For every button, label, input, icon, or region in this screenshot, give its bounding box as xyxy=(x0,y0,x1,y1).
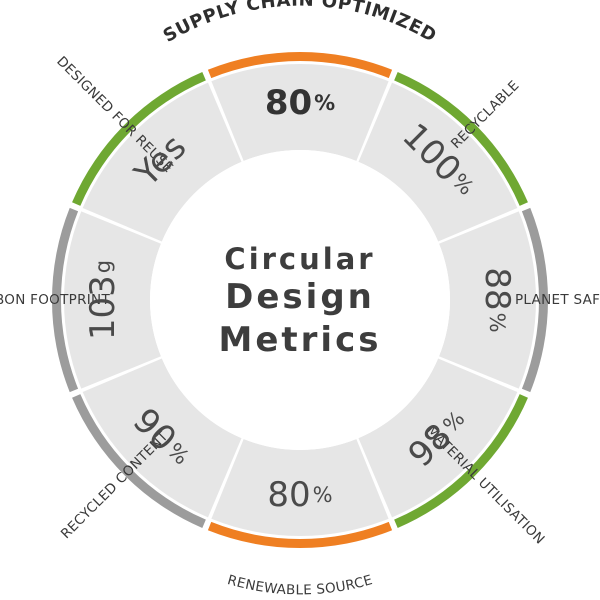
value-number: 103 xyxy=(83,275,123,340)
label-carbon-footprint: CARBON FOOTPRINT xyxy=(0,292,110,308)
segment-renewable-source xyxy=(211,439,389,537)
value-planet-safe: 88% xyxy=(478,267,518,332)
segment-recyclable xyxy=(358,82,518,242)
segment-layer xyxy=(63,63,537,537)
center-disc xyxy=(150,150,450,450)
title-line-circular: Circular xyxy=(224,242,375,276)
value-renewable-source: 80% xyxy=(267,475,332,515)
value-number: 80 xyxy=(267,475,310,515)
band-recyclable xyxy=(394,72,528,206)
value-unit: g xyxy=(91,260,115,273)
value-unit: % xyxy=(313,483,333,507)
band-supply-chain-optimized xyxy=(207,52,393,79)
title-line-metrics: Metrics xyxy=(219,320,382,360)
segment-supply-chain-optimized xyxy=(211,63,389,161)
value-number: 88 xyxy=(478,267,518,310)
segment-material-utilisation xyxy=(358,358,518,518)
label-planet-safe: PLANET SAFE xyxy=(515,292,600,308)
value-number: 80 xyxy=(265,83,312,123)
value-unit: % xyxy=(485,313,509,333)
segment-designed-for-reuse xyxy=(82,82,242,242)
band-designed-for-reuse xyxy=(72,72,206,206)
band-layer xyxy=(51,52,548,548)
band-material-utilisation xyxy=(394,394,528,528)
center-title: Circular Design Metrics xyxy=(219,242,382,360)
label-renewable-source: RENEWABLE SOURCE xyxy=(226,572,375,598)
band-recycled-content xyxy=(72,394,206,528)
band-carbon-footprint xyxy=(51,207,79,393)
band-renewable-source xyxy=(207,521,393,548)
value-supply-chain-optimized: 80% xyxy=(265,83,335,123)
segment-carbon-footprint xyxy=(63,211,161,389)
label-supply-chain-optimized: SUPPLY CHAIN OPTIMIZED xyxy=(160,0,440,47)
band-planet-safe xyxy=(521,207,548,393)
value-unit: % xyxy=(314,91,335,115)
value-carbon-footprint: 103 g xyxy=(83,260,123,340)
segment-planet-safe xyxy=(439,211,537,389)
title-line-design: Design xyxy=(225,277,375,317)
segment-recycled-content xyxy=(82,358,242,518)
